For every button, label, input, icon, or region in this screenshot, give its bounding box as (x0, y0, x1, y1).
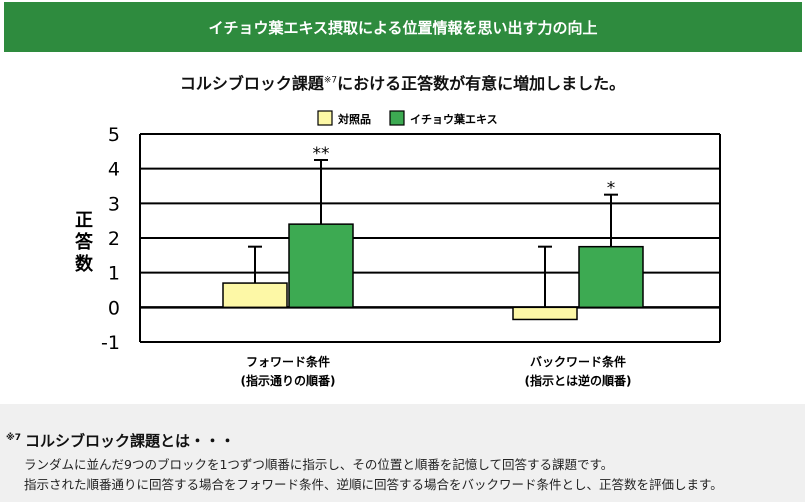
significance-mark: * (607, 179, 616, 199)
chart-title-main: コルシブロック課題 (179, 74, 324, 93)
y-tick-label: 2 (108, 228, 120, 250)
legend-label: 対照品 (337, 112, 371, 126)
y-axis-label: 答 (75, 231, 94, 253)
banner-title: イチョウ葉エキス摂取による位置情報を思い出す力の向上 (208, 18, 598, 37)
bar (578, 245, 644, 309)
footnote: ※7 コルシブロック課題とは・・・ ランダムに並んだ9つのブロックを1つずつ順番に… (0, 404, 805, 502)
y-tick-label: 0 (108, 297, 120, 319)
chart-title-sup: ※7 (323, 75, 338, 86)
legend-swatch (389, 110, 405, 126)
y-axis-label: 数 (75, 253, 94, 275)
bar (222, 282, 288, 309)
bar (512, 306, 578, 321)
bar (288, 223, 354, 309)
chart-title: コルシブロック課題※7における正答数が有意に増加しました。 (0, 70, 805, 94)
x-category-sublabel: (指示とは逆の順番) (525, 373, 632, 388)
y-tick-label: 3 (108, 193, 120, 215)
footnote-title: ※7 コルシブロック課題とは・・・ (6, 430, 235, 451)
y-tick-label: 4 (108, 159, 120, 181)
bar-chart: 5 4 3 2 1 0 -1 正答数 対照品 イチョウ葉エキス ** フォワード条件 (指示通りの順番)… (75, 110, 721, 388)
banner: イチョウ葉エキス摂取による位置情報を思い出す力の向上 (4, 2, 802, 52)
y-axis-label: 正 (75, 210, 93, 231)
x-category-sublabel: (指示通りの順番) (241, 373, 336, 388)
y-tick-label: -1 (101, 332, 120, 354)
x-category-label: フォワード条件 (246, 354, 330, 369)
significance-mark: ** (313, 144, 330, 164)
legend-swatch (317, 110, 333, 126)
y-tick-label: 5 (108, 124, 120, 146)
x-category-label: バックワード条件 (530, 354, 626, 369)
y-tick-label: 1 (108, 263, 120, 285)
footnote-line-2: 指示された順番通りに回答する場合をフォワード条件、逆順に回答する場合をバックワー… (24, 477, 723, 492)
footnote-line-1: ランダムに並んだ9つのブロックを1つずつ順番に指示し、その位置と順番を記憶して回… (24, 457, 614, 472)
footnote-marker: ※7 (6, 433, 22, 443)
chart-title-rest: における正答数が有意に増加しました。 (337, 74, 626, 93)
footnote-heading: コルシブロック課題とは・・・ (25, 432, 236, 450)
chart-area: コルシブロック課題※7における正答数が有意に増加しました。 5 4 3 2 1 0 -1 正答… (0, 52, 805, 404)
legend-label: イチョウ葉エキス (410, 112, 498, 126)
